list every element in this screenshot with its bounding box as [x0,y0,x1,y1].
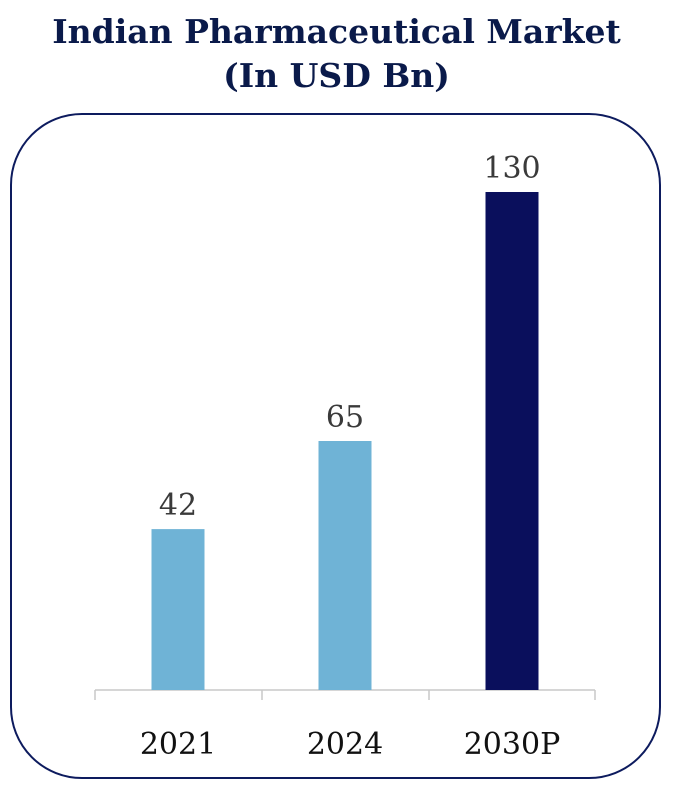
chart-title: Indian Pharmaceutical Market (In USD Bn) [0,10,673,98]
chart-title-line2: (In USD Bn) [223,56,450,95]
bar-2021 [151,529,205,690]
x-tick-label-2021: 2021 [140,727,216,762]
plot-area: 42 2021 65 2024 130 2030P [94,151,596,762]
data-label-2021: 42 [159,488,197,523]
x-tick-label-2030p: 2030P [464,727,561,762]
bar-2024 [318,441,372,690]
chart-title-line1: Indian Pharmaceutical Market [52,12,621,51]
data-label-2030p: 130 [483,151,540,186]
data-label-2024: 65 [326,400,364,435]
x-tick-label-2024: 2024 [307,727,383,762]
bar-2030p [485,192,539,690]
chart-frame [10,113,661,779]
